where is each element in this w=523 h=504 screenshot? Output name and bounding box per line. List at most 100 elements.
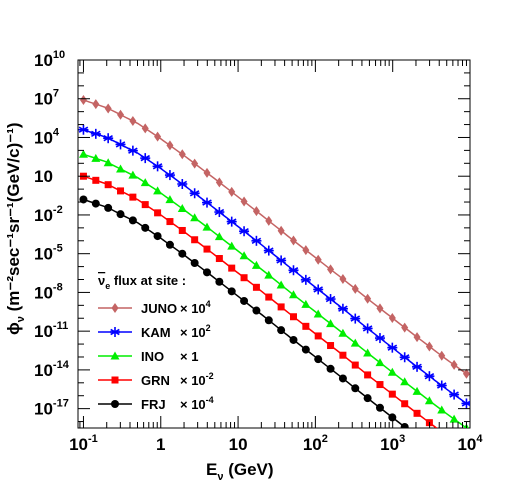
legend-label: KAM — [141, 325, 171, 340]
data-point — [104, 181, 112, 189]
data-point — [141, 223, 150, 232]
data-point — [251, 235, 262, 246]
y-axis-title: ϕν (m⁻²sec⁻¹sr⁻¹(GeV/c)⁻¹) — [4, 122, 27, 335]
data-point — [388, 390, 396, 398]
legend-entry-kam: KAM × 102 — [98, 323, 211, 340]
data-point — [450, 359, 458, 370]
data-point — [203, 245, 211, 253]
data-point — [104, 103, 112, 114]
data-point — [387, 342, 398, 353]
data-point — [189, 188, 200, 199]
data-point — [325, 294, 336, 305]
x-tick-label: 102 — [303, 433, 328, 454]
y-tick-label: 10-14 — [34, 359, 70, 380]
legend-factor: × 10-2 — [180, 371, 214, 388]
data-point — [91, 199, 100, 208]
data-point — [202, 197, 213, 208]
legend-marker — [110, 327, 120, 337]
data-point — [412, 361, 423, 372]
x-tick-label: 1 — [156, 435, 165, 454]
data-point — [79, 95, 87, 106]
data-point — [413, 433, 421, 441]
data-point — [276, 255, 287, 266]
data-point — [327, 264, 335, 275]
data-point — [264, 270, 274, 279]
legend-entry-frj: FRJ × 10-4 — [98, 395, 214, 412]
data-point — [140, 178, 150, 187]
data-point — [103, 158, 113, 167]
data-point — [228, 186, 236, 197]
data-point — [375, 403, 384, 412]
data-point — [461, 398, 470, 409]
legend-marker — [111, 400, 119, 408]
legend-factor: × 10-4 — [180, 395, 214, 412]
data-point — [337, 303, 348, 314]
data-point — [152, 161, 163, 172]
data-point — [141, 201, 149, 209]
data-point — [263, 245, 274, 256]
data-point — [362, 323, 373, 334]
data-point — [364, 371, 372, 379]
y-tick-label: 10-2 — [34, 204, 63, 225]
series-frj — [79, 195, 446, 459]
data-point — [289, 313, 297, 321]
data-point — [289, 335, 298, 344]
data-point — [338, 328, 348, 337]
data-point — [116, 210, 125, 219]
data-point — [153, 186, 163, 195]
data-point — [462, 368, 470, 379]
legend-entry-grn: GRN × 10-2 — [98, 371, 214, 388]
data-point — [116, 164, 126, 173]
data-point — [326, 364, 335, 373]
data-point — [314, 355, 323, 364]
legend-marker — [111, 303, 119, 313]
data-point — [351, 361, 359, 369]
data-point — [438, 451, 446, 459]
data-point — [165, 195, 175, 204]
data-point — [401, 400, 409, 408]
data-point — [326, 319, 336, 328]
legend-title: νe flux at site : — [98, 273, 186, 291]
legend-entry-juno: JUNO × 104 — [98, 299, 211, 316]
legend-factor: × 104 — [180, 299, 211, 316]
data-point — [388, 312, 396, 323]
data-point — [153, 232, 162, 241]
data-point — [363, 348, 373, 357]
data-point — [178, 226, 186, 234]
legend: νe flux at site : JUNO × 104 KAM × 102 INO × … — [98, 273, 214, 412]
data-point — [425, 442, 433, 450]
data-point — [437, 405, 447, 414]
legend-label: INO — [141, 349, 164, 364]
data-point — [375, 358, 385, 367]
legend-marker — [111, 376, 119, 384]
data-point — [129, 115, 137, 126]
data-point — [115, 139, 126, 150]
data-point — [314, 254, 322, 265]
series-juno — [79, 95, 470, 379]
data-point — [436, 380, 447, 391]
y-tick-label: 104 — [34, 126, 60, 147]
data-point — [424, 396, 434, 405]
data-point — [128, 170, 138, 179]
data-point — [338, 374, 347, 383]
data-point — [300, 274, 311, 285]
data-point — [376, 303, 384, 314]
legend-label: FRJ — [141, 397, 166, 412]
legend-entry-ino: INO × 1 — [98, 349, 198, 364]
data-point — [190, 213, 200, 222]
data-point — [413, 332, 421, 343]
data-point — [215, 255, 223, 263]
data-point — [339, 274, 347, 285]
data-point — [129, 193, 137, 201]
data-point — [313, 309, 323, 318]
data-point — [251, 260, 261, 269]
series-layer — [78, 95, 470, 459]
legend-marker — [110, 351, 120, 360]
data-point — [154, 209, 162, 217]
data-point — [339, 351, 347, 359]
data-point — [363, 394, 372, 403]
plot-frame — [77, 59, 471, 429]
data-point — [166, 218, 174, 226]
data-point — [351, 283, 359, 294]
data-point — [252, 206, 260, 217]
